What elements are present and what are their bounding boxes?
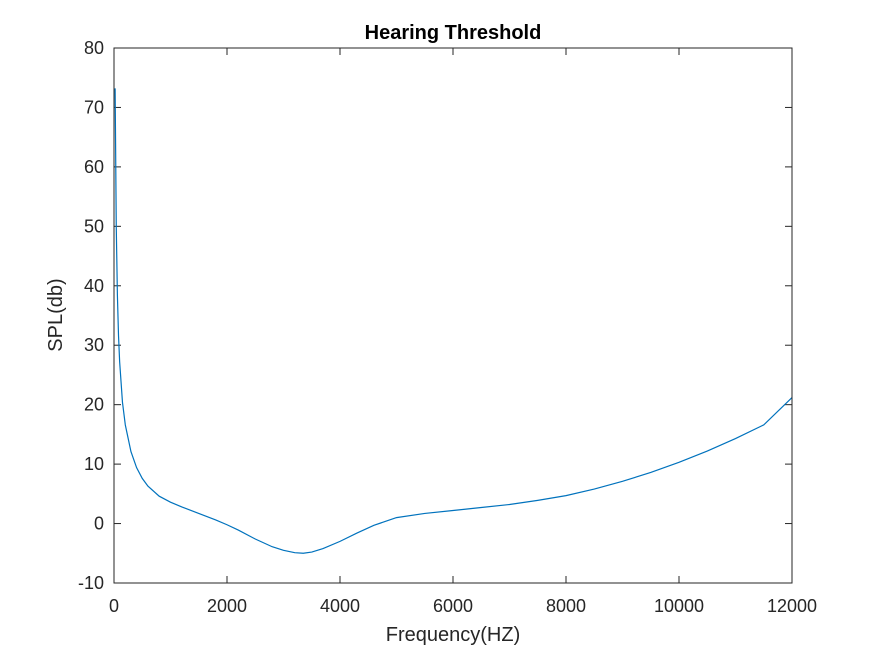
series-line xyxy=(114,88,793,554)
y-tick-label: 20 xyxy=(84,395,104,415)
plot-area xyxy=(114,48,792,583)
x-tick-label: 0 xyxy=(109,596,119,616)
x-tick-label: 4000 xyxy=(320,596,360,616)
y-tick-label: 40 xyxy=(84,276,104,296)
y-tick-label: 10 xyxy=(84,454,104,474)
tick-labels: 0 2000 4000 6000 8000 10000 12000-100102030405… xyxy=(78,38,817,616)
y-tick-label: 80 xyxy=(84,38,104,58)
x-tick-label: 8000 xyxy=(546,596,586,616)
x-tick-label: 12000 xyxy=(767,596,817,616)
x-tick-label: 10000 xyxy=(654,596,704,616)
y-tick-label: -10 xyxy=(78,573,104,593)
x-axis-label: Frequency(HZ) xyxy=(386,624,520,646)
y-tick-label: 50 xyxy=(84,216,104,236)
x-tick-label: 2000 xyxy=(207,596,247,616)
plot-frame xyxy=(113,47,793,584)
y-tick-label: 70 xyxy=(84,97,104,117)
y-axis-label: SPL(db) xyxy=(45,278,67,351)
chart-title: Hearing Threshold xyxy=(365,22,542,44)
y-tick-label: 0 xyxy=(94,514,104,534)
x-tick-label: 6000 xyxy=(433,596,473,616)
y-tick-label: 30 xyxy=(84,335,104,355)
y-tick-label: 60 xyxy=(84,157,104,177)
